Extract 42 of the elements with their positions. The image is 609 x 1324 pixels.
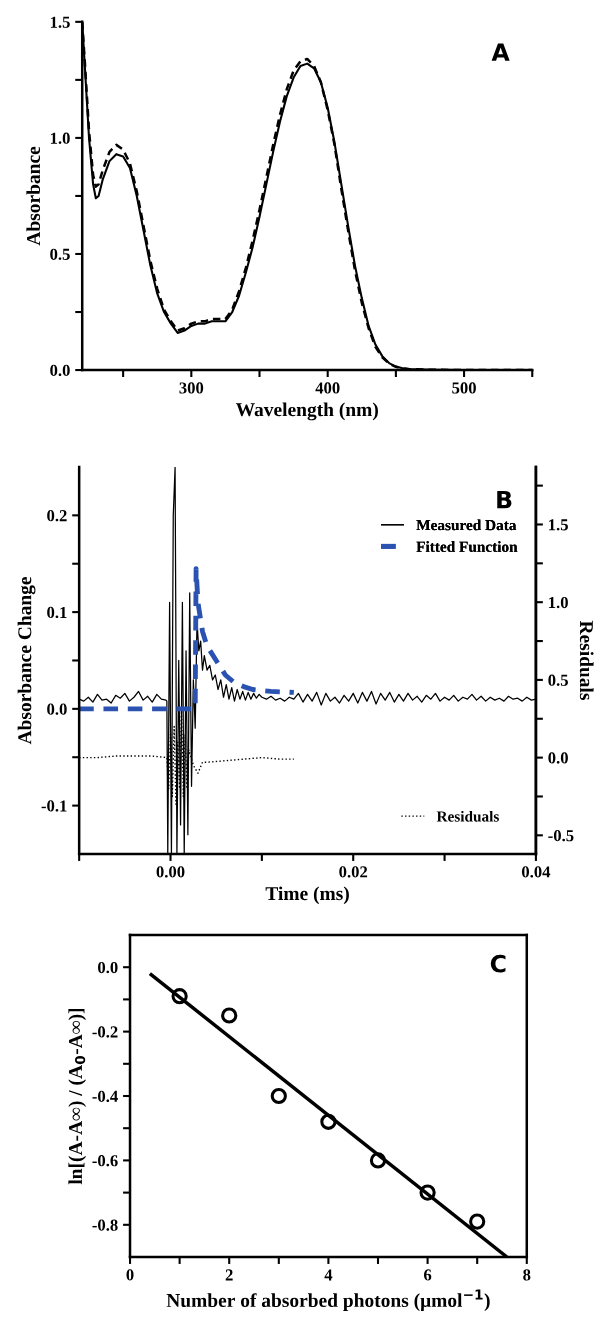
- x-tick-label: 500: [452, 382, 476, 394]
- x-tick-label: 0: [126, 1269, 134, 1281]
- x-axis-title: Time (ms): [265, 886, 349, 905]
- legend-label: Measured Data: [416, 519, 517, 531]
- y2-tick-label: 1.5: [549, 519, 568, 531]
- legend-label: Residuals: [436, 810, 499, 822]
- y-axis-title: Absorbance: [26, 146, 41, 246]
- y-tick-label: -0.8: [92, 1219, 118, 1231]
- y-tick-label: 0.0: [98, 961, 118, 974]
- x-axis-title: Wavelength (nm): [235, 402, 378, 421]
- y-tick-label: 0.1: [47, 606, 67, 619]
- annotation: B: [497, 490, 512, 509]
- y-axis-title: ln[(A-A∞) / (A$_{0}$-A∞)]: [68, 1008, 87, 1185]
- y-tick-label: 1.5: [50, 16, 70, 28]
- x-tick-label: 4: [324, 1269, 333, 1281]
- y-tick-label: 1.0: [50, 132, 70, 144]
- x-tick-label: 6: [424, 1269, 432, 1281]
- y2-tick-label: 0.0: [548, 752, 568, 764]
- y-tick-label: 0.0: [47, 703, 67, 715]
- y-tick-label: -0.1: [41, 800, 67, 812]
- y-tick-label: -0.6: [92, 1155, 118, 1167]
- x-tick-label: 0.00: [156, 866, 185, 878]
- y2-axis-title: Residuals: [579, 620, 594, 700]
- annotation: A: [491, 43, 510, 61]
- y2-tick-label: -0.5: [548, 830, 574, 842]
- x-tick-label: 2: [225, 1269, 233, 1281]
- y-tick-label: 0.2: [47, 510, 67, 522]
- legend-label: Fitted Function: [416, 541, 518, 552]
- y-axis-title: Absorbance Change: [17, 576, 36, 745]
- x-tick-label: 8: [523, 1269, 531, 1281]
- y-tick-label: -0.2: [92, 1026, 118, 1038]
- x-tick-label: 300: [179, 382, 204, 394]
- y2-tick-label: 1.0: [549, 596, 568, 609]
- y-tick-label: 0.0: [50, 364, 70, 377]
- annotation: C: [490, 954, 506, 973]
- x-tick-label: 400: [315, 382, 340, 394]
- x-tick-label: 0.04: [521, 866, 551, 878]
- y2-tick-label: 0.5: [548, 674, 568, 686]
- x-tick-label: 0.02: [339, 866, 368, 878]
- y-tick-label: 0.5: [50, 248, 70, 261]
- x-axis-title: Number of absorbed photons (μmol$^{−1}$): [166, 1289, 490, 1311]
- y-tick-label: -0.4: [92, 1090, 118, 1103]
